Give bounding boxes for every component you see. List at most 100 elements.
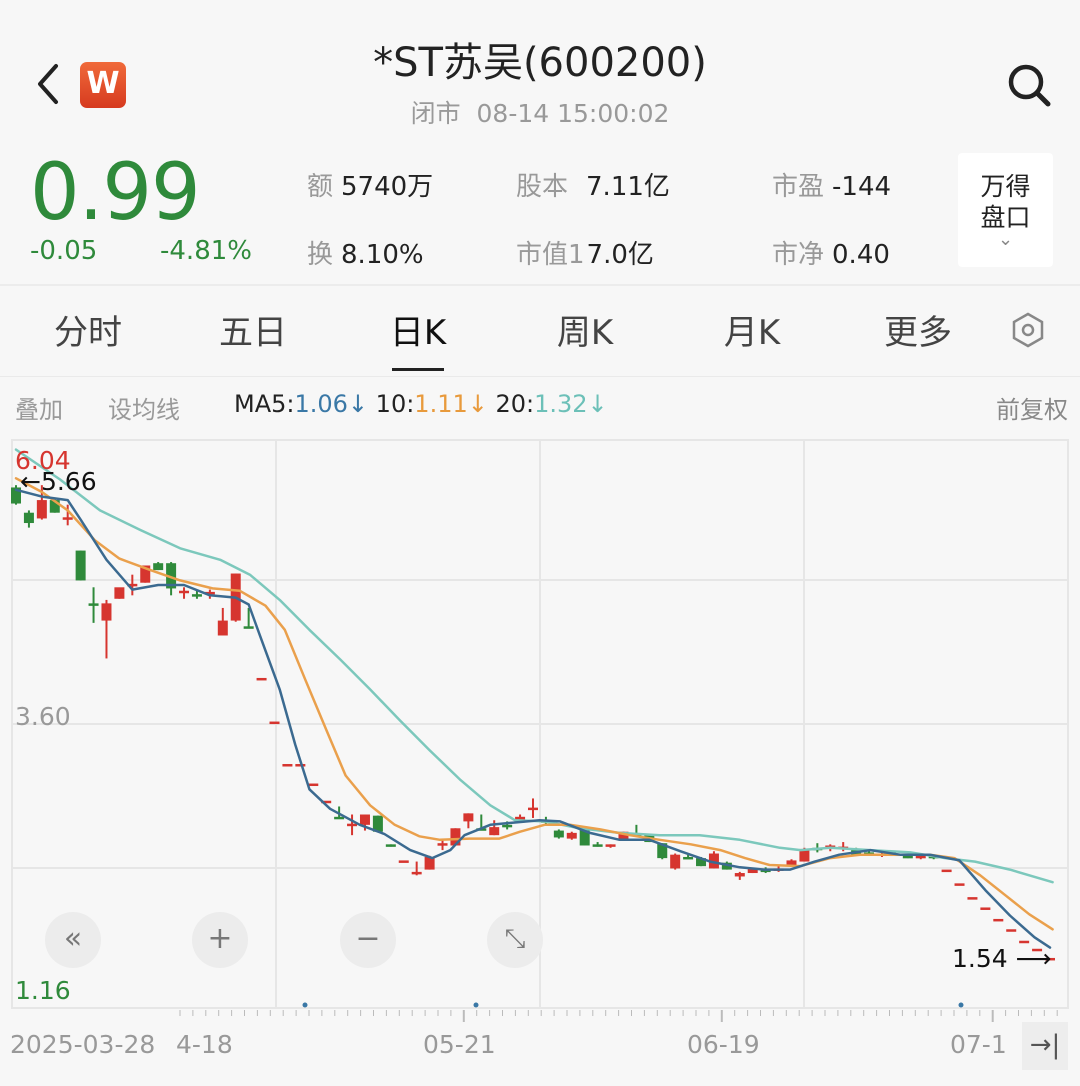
event-marker-dot <box>473 1002 479 1008</box>
candles <box>11 485 1055 961</box>
candle-body <box>1006 929 1017 932</box>
candle-body <box>980 907 991 910</box>
ma10-line <box>14 477 1054 931</box>
candle-body <box>101 603 112 621</box>
candle-body <box>334 816 345 820</box>
status-text: 闭市 <box>410 99 461 128</box>
set-ma-button[interactable]: 设均线 <box>108 396 180 424</box>
stat-pe: 市盈 -144 <box>772 172 892 202</box>
chart-grid <box>11 439 1069 1022</box>
overlay-button[interactable]: 叠加 <box>15 396 63 424</box>
candle-body <box>179 590 190 594</box>
x-label-start: 2025-03-28 <box>10 1030 156 1059</box>
candle-body <box>359 814 370 825</box>
ma20-line <box>14 448 1054 884</box>
rewind-button[interactable]: « <box>45 912 101 968</box>
ma5-line <box>14 488 1052 949</box>
candle-body <box>553 830 564 838</box>
candle-body <box>463 813 474 822</box>
candle-body <box>75 550 86 581</box>
candle-body <box>683 856 694 860</box>
stock-title: *ST苏吴(600200) <box>373 40 707 86</box>
min-price-marker: 1.54 ⟶ <box>952 944 1052 973</box>
tab-weekly-k[interactable]: 周K <box>556 313 614 353</box>
market-status: 闭市 08-14 15:00:02 <box>0 94 1080 130</box>
stat-market-cap: 市值17.0亿 <box>516 240 654 270</box>
tab-monthly-k[interactable]: 月K <box>723 313 781 353</box>
max-price-marker: ←5.66 <box>20 467 97 496</box>
tab-five-day[interactable]: 五日 <box>219 313 287 353</box>
candle-body <box>166 563 177 589</box>
wind-label-1: 万得 <box>980 172 1031 201</box>
stat-turnover-amount: 额 5740万 <box>307 172 434 202</box>
active-tab-indicator <box>392 368 444 371</box>
candle-body <box>295 764 306 767</box>
chart-settings-button[interactable] <box>1010 312 1046 352</box>
candle-body <box>153 563 164 571</box>
candle-body <box>657 843 668 859</box>
zoom-out-button[interactable]: − <box>340 912 396 968</box>
zoom-in-button[interactable]: + <box>192 912 248 968</box>
candle-body <box>372 815 383 832</box>
y-bottom-label: 1.16 <box>15 976 71 1005</box>
candle-body <box>489 827 500 836</box>
candle-body <box>1019 940 1030 944</box>
candle-body <box>308 783 319 787</box>
tab-daily-k[interactable]: 日K <box>389 313 447 353</box>
candle-body <box>954 883 965 886</box>
candle-body <box>721 862 732 870</box>
chevron-left-icon <box>38 64 58 104</box>
candle-body <box>11 487 21 504</box>
wind-orderbook-button[interactable]: 万得 盘口 ⌄ <box>958 153 1053 267</box>
divider <box>0 284 1080 286</box>
candle-body <box>967 897 978 900</box>
price-change: -0.05 <box>30 236 98 266</box>
candle-body <box>36 500 47 519</box>
event-marker-dot <box>302 1002 308 1008</box>
candle-body <box>385 844 396 847</box>
ma-legend: MA5:1.06↓ 10:1.11↓ 20:1.32↓ <box>234 390 608 418</box>
stat-total-shares: 股本 7.11亿 <box>516 172 670 202</box>
app-logo[interactable]: W <box>80 62 126 108</box>
candle-body <box>566 832 577 839</box>
candle-body <box>605 844 616 847</box>
back-button[interactable] <box>30 58 70 108</box>
event-marker-dot <box>958 1002 964 1008</box>
ma10-label: 10: <box>375 390 415 418</box>
wind-label-2: 盘口 <box>980 203 1031 232</box>
tab-more[interactable]: 更多 <box>884 313 952 353</box>
candle-body <box>592 844 603 847</box>
search-button[interactable] <box>1004 60 1054 110</box>
ma10-value: 1.11↓ <box>414 390 488 418</box>
candle-body <box>191 594 202 597</box>
candle-body <box>243 626 254 629</box>
tab-intraday[interactable]: 分时 <box>54 313 122 353</box>
candle-body <box>696 858 707 867</box>
candle-body <box>708 853 719 869</box>
candle-body <box>450 828 461 846</box>
x-label: 07-1 <box>950 1030 1007 1059</box>
chevron-down-icon: ⌄ <box>997 229 1014 250</box>
candle-body <box>1032 948 1043 952</box>
candle-body <box>321 800 332 804</box>
divider <box>0 376 1080 377</box>
candle-body <box>747 868 758 874</box>
candle-body <box>734 873 745 877</box>
search-icon <box>1008 64 1051 107</box>
candle-body <box>670 854 681 869</box>
candle-body <box>786 860 797 867</box>
ma20-value: 1.32↓ <box>534 390 608 418</box>
candle-body <box>993 918 1004 922</box>
candle-body <box>1045 957 1055 961</box>
candle-body <box>902 855 913 859</box>
price-adjust-button[interactable]: 前复权 <box>996 396 1068 424</box>
x-label: 06-19 <box>687 1030 760 1059</box>
candle-body <box>579 829 590 846</box>
y-top-label: 6.04 <box>15 446 71 475</box>
candle-body <box>915 855 926 859</box>
ma5-label: MA5: <box>234 390 295 418</box>
candle-body <box>49 500 60 513</box>
jump-to-end-button[interactable]: →| <box>1022 1022 1068 1070</box>
expand-button[interactable]: ⤡ <box>487 912 543 968</box>
